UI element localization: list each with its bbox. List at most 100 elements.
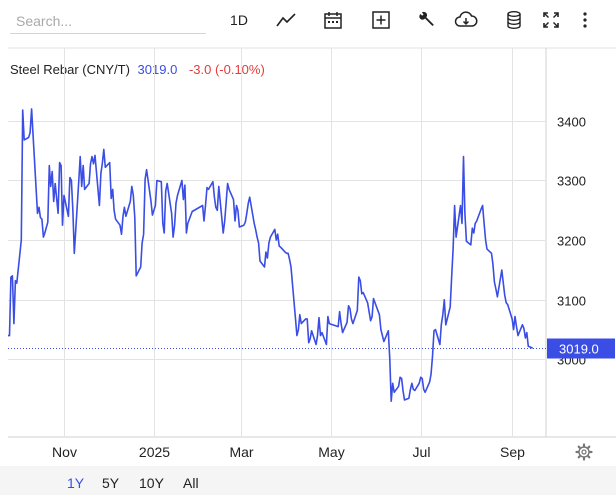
data-point: [379, 314, 380, 315]
data-point: [352, 323, 353, 324]
data-point: [130, 201, 131, 202]
data-point: [121, 234, 122, 235]
data-point: [68, 216, 69, 217]
data-point: [491, 253, 492, 254]
data-point: [523, 328, 524, 329]
data-point: [464, 213, 465, 214]
last-price: 3019.0: [137, 62, 178, 77]
data-point: [285, 252, 286, 253]
data-point: [215, 207, 216, 208]
data-point: [150, 201, 151, 202]
x-tick-label: Nov: [52, 444, 77, 460]
data-point: [419, 383, 420, 384]
data-point: [290, 266, 291, 267]
data-point: [58, 213, 59, 214]
data-point: [223, 232, 224, 233]
data-point: [320, 335, 321, 336]
data-point: [476, 220, 477, 221]
price-chart[interactable]: Nov 2025 Mar May Jul Sep 34003300320031003000…: [0, 0, 616, 466]
data-point: [102, 163, 103, 164]
data-point: [234, 220, 235, 221]
price-change: -3.0 (-0.10%): [188, 62, 265, 77]
data-point: [411, 383, 412, 384]
data-point: [316, 344, 317, 345]
data-point: [15, 280, 16, 281]
data-point: [63, 195, 64, 196]
data-point: [145, 179, 146, 180]
data-point: [89, 183, 90, 184]
data-point: [187, 223, 188, 224]
data-point: [131, 186, 132, 187]
data-point: [80, 156, 81, 157]
more-vertical-icon[interactable]: [576, 6, 594, 34]
data-point: [274, 229, 275, 230]
data-point: [473, 232, 474, 233]
add-box-icon[interactable]: [367, 6, 395, 34]
data-point: [516, 326, 517, 327]
data-point: [280, 247, 281, 248]
data-point: [203, 220, 204, 221]
range-1y[interactable]: 1Y: [67, 475, 85, 491]
data-point: [461, 223, 462, 224]
data-point: [24, 139, 25, 140]
data-point: [105, 167, 106, 168]
data-point: [348, 305, 349, 306]
data-point: [404, 399, 405, 400]
data-point: [165, 191, 166, 192]
data-point: [119, 225, 120, 226]
data-point: [44, 232, 45, 233]
data-point: [388, 330, 389, 331]
data-point: [425, 392, 426, 393]
data-point: [55, 183, 56, 184]
series-line: [8, 108, 534, 403]
data-point: [389, 359, 390, 360]
data-point: [72, 211, 73, 212]
database-icon[interactable]: [500, 6, 528, 34]
data-point: [122, 216, 123, 217]
y-tick-label: 3300: [557, 174, 586, 189]
range-5y[interactable]: 5Y: [102, 475, 120, 491]
data-point: [13, 323, 14, 324]
data-point: [267, 257, 268, 258]
data-point: [186, 232, 187, 233]
data-point: [495, 288, 496, 289]
x-tick-label: Mar: [229, 444, 253, 460]
data-point: [111, 198, 112, 199]
range-all[interactable]: All: [183, 475, 199, 491]
data-point: [217, 210, 218, 211]
range-10y[interactable]: 10Y: [139, 475, 164, 491]
data-point: [21, 240, 22, 241]
interval-button[interactable]: 1D: [230, 12, 248, 28]
data-point: [288, 253, 289, 254]
data-point: [206, 187, 207, 188]
data-point: [181, 180, 182, 181]
search-input[interactable]: [10, 8, 206, 34]
calendar-icon[interactable]: [319, 6, 347, 34]
data-point: [380, 329, 381, 330]
data-point: [103, 149, 104, 150]
data-point: [205, 205, 206, 206]
data-point: [100, 173, 101, 174]
data-point: [112, 189, 113, 190]
data-point: [460, 205, 461, 206]
data-point: [152, 215, 153, 216]
line-chart-icon[interactable]: [272, 6, 300, 34]
data-point: [420, 377, 421, 378]
data-point: [394, 392, 395, 393]
data-point: [358, 277, 359, 278]
data-point: [484, 223, 485, 224]
fullscreen-icon[interactable]: [537, 6, 565, 34]
data-point: [513, 329, 514, 330]
last-value-badge-group: 3019.0: [8, 338, 615, 359]
data-point: [143, 234, 144, 235]
data-point: [456, 237, 457, 238]
data-point: [526, 332, 527, 333]
cloud-download-icon[interactable]: [450, 6, 482, 34]
series-area: [8, 108, 534, 403]
wrench-icon[interactable]: [413, 6, 441, 34]
settings-gear-icon[interactable]: [575, 443, 593, 466]
data-point: [248, 203, 249, 204]
data-point: [239, 226, 240, 227]
data-point: [475, 223, 476, 224]
